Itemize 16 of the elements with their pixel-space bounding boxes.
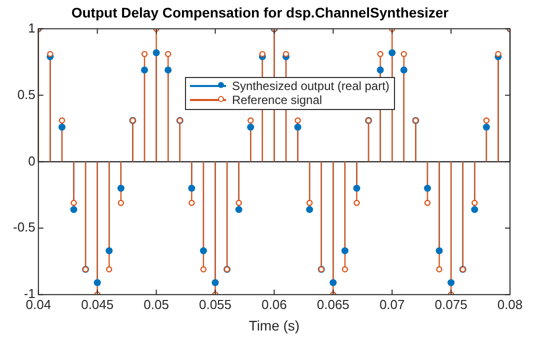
y-tick-label: 0.5: [17, 86, 36, 102]
y-tick-label: 1: [28, 20, 36, 36]
legend-label: Reference signal: [232, 93, 322, 107]
chart-title: Output Delay Compensation for dsp.ChannelSynthesizer: [71, 4, 450, 20]
x-tick-label: 0.075: [434, 296, 468, 312]
x-tick-label: 0.06: [262, 296, 287, 312]
x-tick-label: 0.07: [379, 296, 405, 312]
x-tick-label: 0.065: [316, 296, 350, 312]
x-tick-label: 0.045: [81, 296, 114, 312]
x-axis-title: Time (s): [248, 317, 300, 334]
y-tick-label: 0: [28, 153, 36, 168]
legend-label: Synthesized output (real part): [232, 79, 390, 93]
x-tick-label: 0.055: [198, 296, 232, 312]
x-tick-label: 0.05: [144, 296, 169, 312]
x-tick-label: 0.08: [497, 296, 523, 312]
y-tick-label: -0.5: [12, 220, 36, 235]
